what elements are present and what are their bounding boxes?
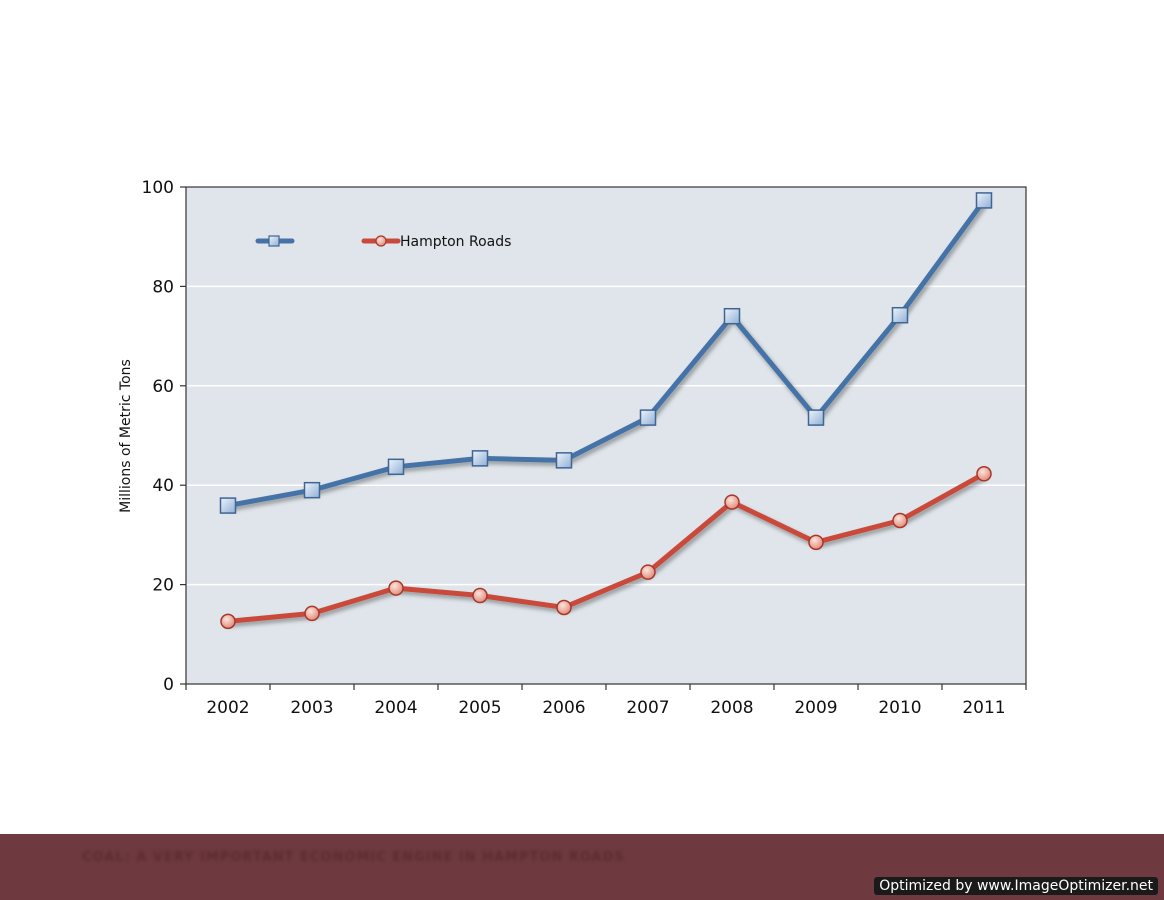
y-tick-label-20: 20 <box>152 576 174 596</box>
point-0-2011 <box>975 192 993 209</box>
legend-marker-1 <box>375 235 387 247</box>
x-tick-label-2008: 2008 <box>710 698 753 718</box>
coal-exports-chart: 0 20 40 60 80 100 2002 2003 2004 2005 2006 2007 2008… <box>118 178 1027 718</box>
footer-caption: COAL: A VERY IMPORTANT ECONOMIC ENGINE I… <box>82 850 625 865</box>
point-1-2011 <box>976 466 992 482</box>
legend-label-1: Hampton Roads <box>400 234 511 250</box>
x-tick-label-2003: 2003 <box>290 698 333 718</box>
point-1-2007 <box>640 564 656 580</box>
y-tick-label-80: 80 <box>152 277 174 297</box>
x-tick-label-2004: 2004 <box>374 698 417 718</box>
point-0-2007 <box>639 409 657 426</box>
y-tick-label-100: 100 <box>142 178 174 198</box>
legend-item-1: Hampton Roads <box>361 234 511 250</box>
legend-marker-0 <box>268 235 280 247</box>
point-0-2004 <box>387 458 405 476</box>
legend-item-0 <box>255 235 295 247</box>
point-0-2010 <box>891 306 909 324</box>
x-tick-label-2010: 2010 <box>878 698 921 718</box>
plot-area <box>186 187 1026 684</box>
x-tick-label-2006: 2006 <box>542 698 585 718</box>
y-axis-title: Millions of Metric Tons <box>118 359 134 513</box>
point-1-2006 <box>556 599 572 616</box>
series-1 <box>220 466 992 630</box>
axes: 0 20 40 60 80 100 2002 2003 2004 2005 2006 2007 2008… <box>142 178 1027 718</box>
point-0-2008 <box>723 307 741 325</box>
x-tick-label-2009: 2009 <box>794 698 837 718</box>
point-0-2002 <box>219 497 237 514</box>
x-tick-label-2002: 2002 <box>206 698 249 718</box>
y-tick-label-60: 60 <box>152 377 174 397</box>
point-0-2005 <box>471 450 489 467</box>
point-1-2004 <box>388 580 404 596</box>
point-0-2003 <box>303 481 321 499</box>
point-1-2002 <box>220 613 236 630</box>
series-line-1 <box>225 471 987 624</box>
series-0 <box>219 192 993 514</box>
point-0-2006 <box>555 452 573 469</box>
legend: Hampton Roads <box>255 234 511 250</box>
watermark-badge: Optimized by www.ImageOptimizer.net <box>874 877 1158 895</box>
point-1-2009 <box>808 534 824 551</box>
point-1-2005 <box>472 587 488 604</box>
point-1-2010 <box>892 512 908 529</box>
y-tick-label-0: 0 <box>163 675 174 695</box>
x-tick-label-2011: 2011 <box>962 698 1005 718</box>
point-0-2009 <box>807 409 825 426</box>
footer-band: COAL: A VERY IMPORTANT ECONOMIC ENGINE I… <box>0 834 1164 900</box>
series-line-0 <box>225 197 987 509</box>
x-tick-label-2007: 2007 <box>626 698 669 718</box>
point-1-2003 <box>304 605 320 622</box>
x-tick-label-2005: 2005 <box>458 698 501 718</box>
series-lines <box>219 192 993 630</box>
y-tick-label-40: 40 <box>152 476 174 496</box>
point-1-2008 <box>724 494 740 510</box>
